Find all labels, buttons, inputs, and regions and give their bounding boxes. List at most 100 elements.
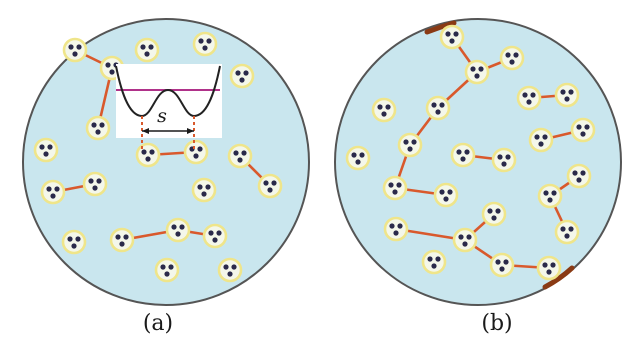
particle-dot [243, 70, 249, 76]
particle-dot [522, 92, 528, 98]
panel-b-cluster-12 [345, 145, 371, 171]
cluster-ring [382, 175, 408, 201]
particle-dot [474, 73, 480, 79]
particle-dot [206, 38, 212, 44]
cluster-ring [82, 171, 108, 197]
particle-dot [538, 141, 544, 147]
particle-dot [271, 180, 277, 186]
particle-dot [115, 234, 121, 240]
cluster-ring [135, 142, 161, 168]
particle-dot [123, 234, 129, 240]
inset-background [116, 64, 222, 138]
particle-dot [381, 111, 387, 117]
particle-dot [542, 134, 548, 140]
panel-b-cluster-9 [491, 147, 517, 173]
panel-b-cluster-20 [554, 219, 580, 245]
particle-dot [435, 109, 441, 115]
particle-dot [568, 89, 574, 95]
cluster-ring [439, 24, 465, 50]
particle-dot [431, 102, 437, 108]
particle-dot [239, 77, 245, 83]
inset-arrowhead-left [142, 128, 149, 134]
boundary-bond-top [424, 20, 457, 35]
panel-b-cluster-13 [566, 163, 592, 189]
cluster-ring [345, 145, 371, 171]
panel-a-cluster-8 [183, 139, 209, 165]
particle-dot [179, 224, 185, 230]
particle-dot [449, 38, 455, 44]
cluster-ring [257, 173, 283, 199]
cluster-ring [464, 59, 490, 85]
particle-dot [145, 156, 151, 162]
panel-a-cluster-13 [191, 177, 217, 203]
cluster-ring [134, 37, 160, 63]
panel-b-cluster-14 [382, 175, 408, 201]
particle-dot [487, 208, 493, 214]
particle-dot [431, 263, 437, 269]
cluster-ring [217, 257, 243, 283]
panel-a-cluster-2 [134, 37, 160, 63]
particle-dot [231, 264, 237, 270]
panel-b-cluster-8 [450, 142, 476, 168]
particle-dot [526, 99, 532, 105]
particle-dot [499, 266, 505, 272]
cluster-ring [554, 219, 580, 245]
particle-dot [501, 161, 507, 167]
particle-dot [208, 230, 214, 236]
particle-dot [141, 149, 147, 155]
particle-dot [576, 124, 582, 130]
particle-dot [495, 259, 501, 265]
particle-dot [72, 51, 78, 57]
particle-dot [435, 256, 441, 262]
panel-b-cluster-18 [383, 216, 409, 242]
cluster-ring [425, 95, 451, 121]
particle-dot [99, 122, 105, 128]
particle-dot [39, 144, 45, 150]
particle-dot [355, 159, 361, 165]
particle-dot [513, 52, 519, 58]
particle-dot [503, 259, 509, 265]
cluster-ring [570, 117, 596, 143]
particle-dot [359, 152, 365, 158]
cluster-ring [491, 147, 517, 173]
particle-dot [198, 38, 204, 44]
panel-b-cluster-5 [554, 82, 580, 108]
inset-potential-curve [115, 65, 221, 118]
panel-b-cluster-17 [481, 201, 507, 227]
particle-dot [67, 236, 73, 242]
cluster-ring [154, 257, 180, 283]
cluster-ring [536, 255, 562, 281]
particle-dot [160, 264, 166, 270]
particle-dot [54, 186, 60, 192]
particle-dot [564, 96, 570, 102]
panel-a-cluster-4 [229, 63, 255, 89]
particle-dot [109, 69, 115, 75]
particle-dot [505, 52, 511, 58]
particle-dot [411, 139, 417, 145]
cluster-ring [202, 223, 228, 249]
particle-dot [580, 170, 586, 176]
particle-dot [68, 44, 74, 50]
inset-distance-label: s [157, 105, 167, 127]
panel-a-caption: (a) [142, 311, 174, 336]
particle-dot [76, 44, 82, 50]
cluster-ring [227, 143, 253, 169]
particle-dot [546, 269, 552, 275]
particle-dot [392, 189, 398, 195]
particle-dot [407, 146, 413, 152]
particle-dot [205, 184, 211, 190]
particle-dot [470, 66, 476, 72]
panel-b-caption: (b) [481, 311, 513, 336]
inset-arrowhead-right [187, 128, 194, 134]
particle-dot [46, 186, 52, 192]
cluster-ring [421, 249, 447, 275]
particle-dot [509, 59, 515, 65]
particle-dot [393, 230, 399, 236]
panel-b-cluster-15 [433, 182, 459, 208]
cluster-ring [85, 115, 111, 141]
particle-dot [175, 231, 181, 237]
cluster-ring [183, 139, 209, 165]
particle-dot [458, 234, 464, 240]
particle-dot [193, 153, 199, 159]
